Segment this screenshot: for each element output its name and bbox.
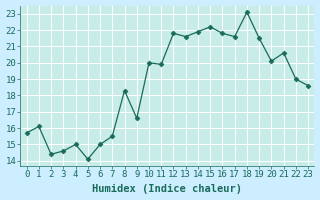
X-axis label: Humidex (Indice chaleur): Humidex (Indice chaleur) [92, 184, 242, 194]
